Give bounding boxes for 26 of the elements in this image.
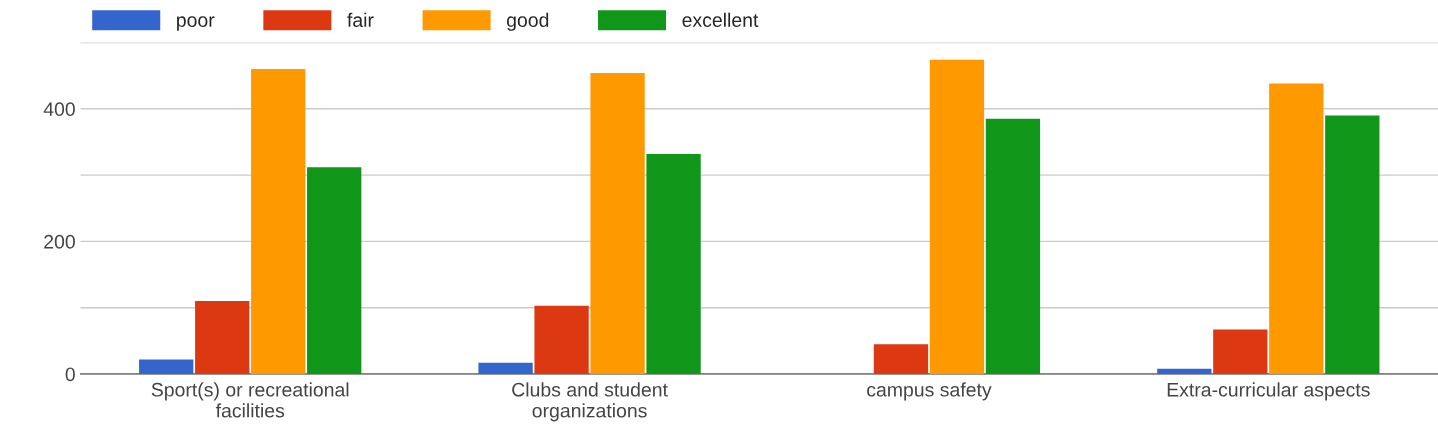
x-tick-label: Clubs and student organizations xyxy=(512,382,668,422)
bar xyxy=(251,69,306,374)
bar xyxy=(1213,329,1268,374)
legend-label: fair xyxy=(347,12,374,27)
bar xyxy=(534,305,589,374)
legend-label: excellent xyxy=(682,12,759,27)
legend-label: poor xyxy=(177,16,215,31)
bar xyxy=(1325,115,1380,374)
bar xyxy=(929,59,985,374)
bar xyxy=(1157,368,1212,374)
bar xyxy=(873,344,929,374)
bar xyxy=(139,359,194,374)
y-tick-label: 0 xyxy=(65,367,75,382)
x-tick-label: campus safety xyxy=(867,382,992,401)
bar xyxy=(1269,83,1324,374)
bar xyxy=(307,167,362,374)
y-tick-label: 400 xyxy=(43,102,75,117)
x-tick-label: Sport(s) or recreational facilities xyxy=(151,382,349,418)
bar xyxy=(985,118,1041,374)
bar xyxy=(478,362,533,374)
bar xyxy=(646,153,701,374)
bar xyxy=(590,73,645,374)
y-tick-label: 200 xyxy=(44,234,75,249)
legend-label: good xyxy=(506,12,549,31)
x-tick-label: Extra-curricular aspects xyxy=(1167,382,1370,401)
bar xyxy=(195,301,250,374)
